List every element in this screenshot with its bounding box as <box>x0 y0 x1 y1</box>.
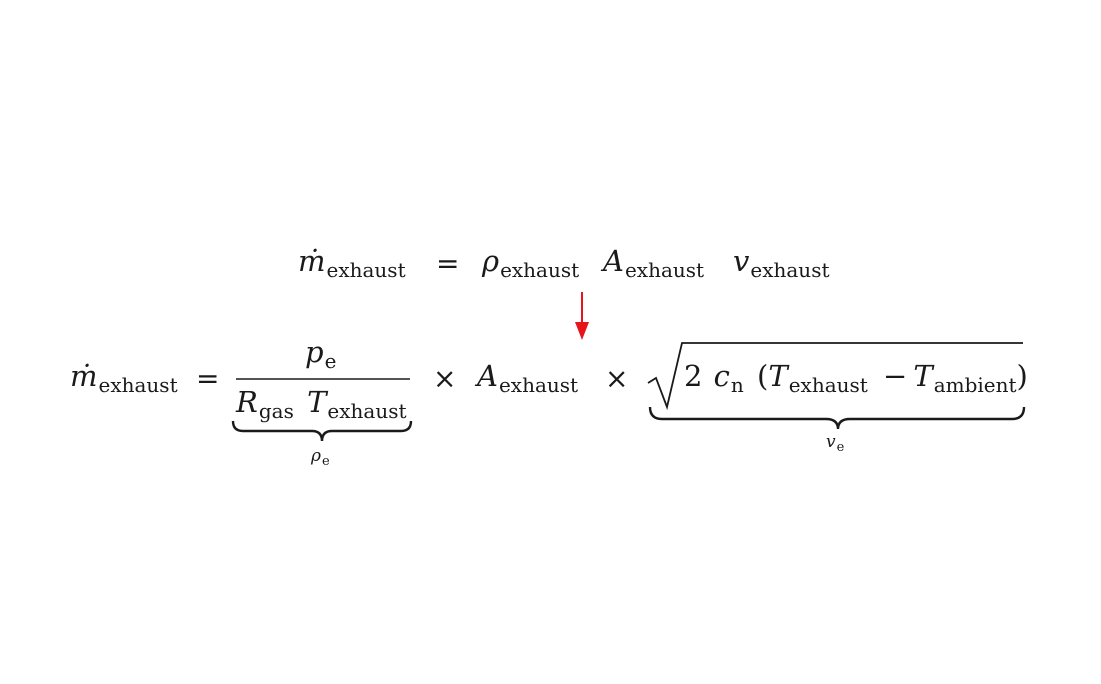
two: 2 <box>684 359 703 393</box>
minus-sign: − <box>883 359 908 393</box>
sqrt-sign <box>647 342 1023 411</box>
t1-subscript: exhaust <box>788 373 868 397</box>
top-rho: ρexhaust <box>482 244 579 281</box>
symbol: ṁ <box>70 359 98 393</box>
top-mdot: ṁexhaust <box>298 244 406 281</box>
subscript: exhaust <box>500 258 580 282</box>
bottom-equals: = <box>196 362 220 395</box>
top-area: Aexhaust <box>603 244 704 281</box>
subscript: exhaust <box>326 258 406 282</box>
cp-symbol: c <box>713 359 730 393</box>
red-arrow-head <box>575 322 589 340</box>
right-paren: ) <box>1016 359 1028 393</box>
symbol: v <box>733 244 750 278</box>
t2-symbol: T <box>913 359 933 393</box>
top-velocity: vexhaust <box>733 244 830 281</box>
symbol: v <box>826 432 836 452</box>
subscript: exhaust <box>750 258 830 282</box>
subscript: exhaust <box>624 258 705 282</box>
top-equals: = <box>436 247 460 280</box>
t2-subscript: ambient <box>933 373 1017 397</box>
symbol: ρ <box>311 446 321 466</box>
symbol: A <box>477 359 498 393</box>
fraction-denominator: Rgas Texhaust <box>236 385 407 422</box>
symbol: p <box>305 335 324 369</box>
symbol: A <box>603 244 624 278</box>
subscript: e <box>322 454 330 469</box>
left-paren: ( <box>757 359 769 393</box>
brace2-label: ve <box>826 432 844 455</box>
brace1-label: ρe <box>311 446 330 469</box>
subscript: e <box>324 349 337 373</box>
r-subscript: gas <box>258 399 294 423</box>
underbrace-ve <box>648 406 1026 430</box>
bottom-area: Aexhaust <box>477 359 578 396</box>
subscript: exhaust <box>498 373 579 397</box>
times-sign-1: × <box>433 362 457 395</box>
symbol: ρ <box>482 244 500 278</box>
times-sign-2: × <box>605 362 629 395</box>
t-symbol: T <box>307 385 327 419</box>
underbrace-rho <box>231 420 413 442</box>
t-subscript: exhaust <box>327 399 407 423</box>
r-symbol: R <box>236 385 258 419</box>
cp-subscript: n <box>730 373 744 397</box>
symbol: ṁ <box>298 244 326 278</box>
subscript: e <box>836 440 845 455</box>
subscript: exhaust <box>98 373 178 397</box>
fraction-numerator: pe <box>305 335 336 372</box>
t1-symbol: T <box>768 359 788 393</box>
bottom-mdot: ṁexhaust <box>70 359 178 396</box>
sqrt-content: 2 cn (Texhaust − Tambient) <box>684 359 1028 396</box>
